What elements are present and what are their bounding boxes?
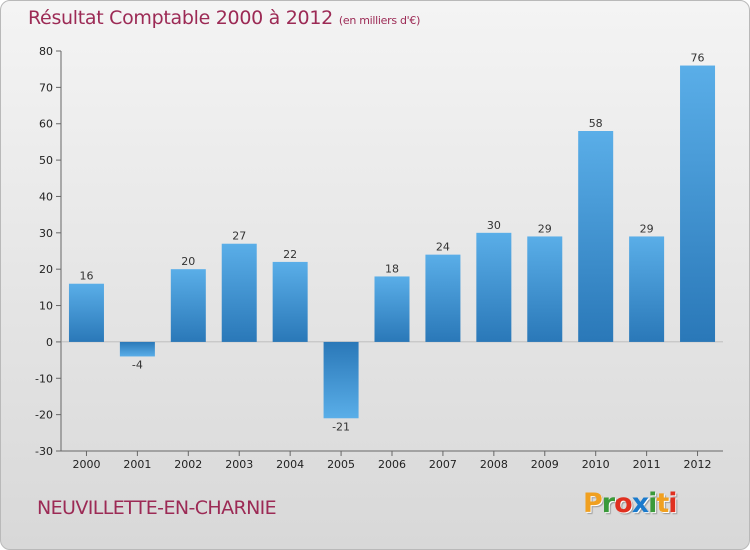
- logo-letter: o: [614, 488, 633, 519]
- bar: [629, 236, 665, 342]
- proxiti-logo: Proxiti: [583, 488, 678, 519]
- commune-name: NEUVILLETTE-EN-CHARNIE: [37, 497, 277, 519]
- logo-letter: r: [601, 488, 615, 519]
- bar: [68, 283, 104, 342]
- x-tick-label: 2001: [123, 458, 151, 471]
- data-label: 18: [385, 262, 399, 275]
- bar: [221, 243, 257, 342]
- y-tick-label: 70: [39, 81, 53, 94]
- x-tick-label: 2008: [480, 458, 508, 471]
- x-tick-label: 2006: [378, 458, 406, 471]
- y-tick-label: 20: [39, 263, 53, 276]
- x-tick-label: 2004: [276, 458, 304, 471]
- x-tick-label: 2002: [174, 458, 202, 471]
- data-label: -4: [132, 358, 143, 371]
- x-tick-label: 2010: [582, 458, 610, 471]
- data-label: -21: [332, 420, 350, 433]
- y-tick-label: -20: [35, 409, 53, 422]
- y-tick-label: 80: [39, 45, 53, 58]
- x-tick-label: 2012: [684, 458, 712, 471]
- y-tick-label: -30: [35, 445, 53, 458]
- chart-title: Résultat Comptable 2000 à 2012 (en millie…: [28, 7, 420, 29]
- axes: -30 -20 -10 0 10 20 30 40 50 60 70 80 2000 2001 2002 20…: [35, 45, 723, 471]
- bar: [578, 131, 614, 342]
- data-label: 20: [181, 255, 195, 268]
- logo-letter: t: [656, 488, 669, 519]
- bar: [272, 261, 308, 342]
- x-tick-label: 2003: [225, 458, 253, 471]
- y-tick-label: 40: [39, 190, 53, 203]
- x-tick-label: 2009: [531, 458, 559, 471]
- bar: [323, 341, 359, 419]
- logo-letter: x: [631, 488, 649, 519]
- bar: [527, 236, 563, 342]
- data-label: 16: [79, 270, 93, 283]
- y-tick-label: 50: [39, 154, 53, 167]
- data-label: 24: [436, 241, 450, 254]
- data-label: 27: [232, 230, 246, 243]
- data-labels: 16 -4 20 27 22 -21 18 24 30 29 58 29 76: [79, 52, 704, 434]
- chart-title-text: Résultat Comptable 2000 à 2012: [28, 7, 333, 29]
- y-tick-label: 0: [46, 336, 53, 349]
- x-tick-label: 2005: [327, 458, 355, 471]
- y-tick-label: 30: [39, 227, 53, 240]
- chart-subtitle: (en milliers d'€): [338, 14, 421, 27]
- bar: [170, 269, 206, 342]
- data-label: 76: [691, 52, 705, 65]
- x-tick-label: 2000: [72, 458, 100, 471]
- logo-letter: i: [668, 488, 677, 519]
- data-label: 29: [640, 222, 654, 235]
- x-tick-label: 2007: [429, 458, 457, 471]
- bar: [119, 341, 155, 357]
- bar: [476, 232, 512, 342]
- bars: [68, 65, 716, 419]
- bar: [680, 65, 716, 342]
- data-label: 22: [283, 248, 297, 261]
- data-label: 29: [538, 222, 552, 235]
- bar: [374, 276, 410, 342]
- logo-letter: P: [583, 488, 603, 519]
- y-tick-label: -10: [35, 372, 53, 385]
- data-label: 58: [589, 117, 603, 130]
- logo-letter: i: [648, 488, 657, 519]
- y-tick-label: 60: [39, 118, 53, 131]
- y-tick-label: 10: [39, 300, 53, 313]
- data-label: 30: [487, 219, 501, 232]
- x-tick-label: 2011: [633, 458, 661, 471]
- bar: [425, 254, 461, 342]
